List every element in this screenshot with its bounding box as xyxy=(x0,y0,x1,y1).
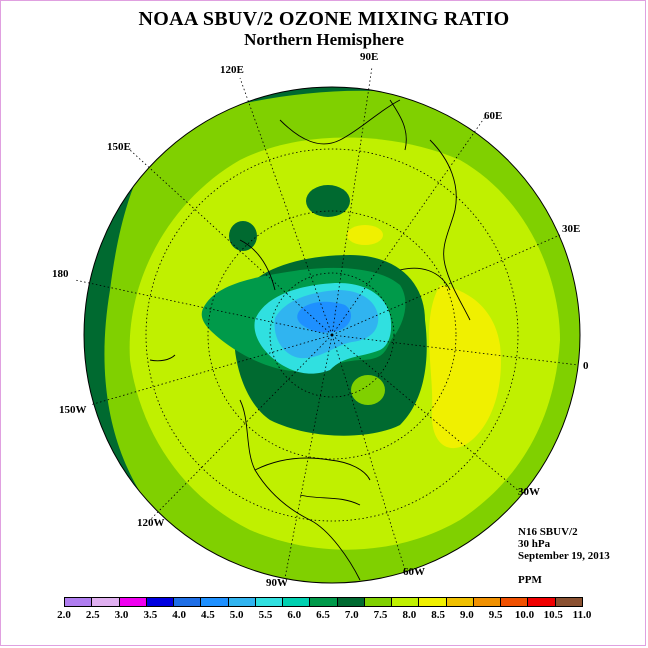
colorbar-label: 4.5 xyxy=(201,609,215,621)
colorbar-label: 3.0 xyxy=(114,609,129,621)
colorbar-box xyxy=(363,597,393,607)
colorbar-box xyxy=(227,597,256,607)
colorbar-label: 9.0 xyxy=(460,609,474,621)
lon-label-120e: 120E xyxy=(220,64,244,76)
colorbar-label: 3.5 xyxy=(143,609,158,621)
map-subtitle: Northern Hemisphere xyxy=(244,30,404,49)
colorbar-box xyxy=(64,597,93,607)
graticule xyxy=(74,66,579,579)
colorbar-box xyxy=(173,597,202,607)
colorbar-label: 7.0 xyxy=(344,609,359,621)
colorbar-box xyxy=(309,597,338,607)
colorbar-label: 10.5 xyxy=(543,609,563,621)
colorbar-label: 8.0 xyxy=(402,609,417,621)
colorbar-box xyxy=(445,597,474,607)
lon-label-60w: 60W xyxy=(403,566,425,578)
lon-label-180: 180 xyxy=(52,268,69,280)
colorbar-box xyxy=(200,597,229,607)
lon-label-0: 0 xyxy=(583,360,589,372)
map-title: NOAA SBUV/2 OZONE MIXING RATIO xyxy=(138,8,510,30)
lon-label-90e: 90E xyxy=(360,51,379,63)
map-boundary xyxy=(83,86,581,584)
date-label: September 19, 2013 xyxy=(518,550,610,562)
colorbar-label: 4.0 xyxy=(172,609,186,621)
field-4.5-5.0 xyxy=(297,301,352,333)
coastlines xyxy=(149,99,471,581)
colorbar-box xyxy=(527,597,556,607)
colorbar-box xyxy=(118,597,147,607)
colorbar-box xyxy=(554,597,583,607)
colorbar-box xyxy=(391,597,420,607)
colorbar-label: 5.0 xyxy=(229,609,244,621)
colorbar-label: 6.5 xyxy=(316,609,330,621)
colorbar-label: 2.5 xyxy=(85,609,100,621)
field-yellow-max xyxy=(429,285,501,449)
colorbar-label: 6.0 xyxy=(287,609,302,621)
colorbar-label: 2.0 xyxy=(57,609,71,621)
colorbar-box xyxy=(145,597,175,607)
colorbar-box xyxy=(254,597,284,607)
colorbar-box xyxy=(282,597,311,607)
colorbar-label: 11.0 xyxy=(572,609,592,621)
lon-label-30w: 30W xyxy=(518,486,540,498)
colorbar-label: 9.5 xyxy=(488,609,503,621)
satellite-label: N16 SBUV/2 xyxy=(518,526,578,538)
level-label: 30 hPa xyxy=(518,538,551,550)
colorbar-box xyxy=(472,597,502,607)
colorbar-box xyxy=(91,597,120,607)
lon-label-30e: 30E xyxy=(562,223,581,235)
colorbar-box xyxy=(336,597,365,607)
units-label: PPM xyxy=(518,574,542,586)
colorbar-label: 7.5 xyxy=(373,609,388,621)
field-yellow-small xyxy=(347,225,383,245)
lon-label-60e: 60E xyxy=(484,110,503,122)
colorbar-label: 10.0 xyxy=(514,609,535,621)
info-block: N16 SBUV/2 30 hPa September 19, 2013 xyxy=(518,526,610,562)
lon-label-150e: 150E xyxy=(107,141,131,153)
lon-label-120w: 120W xyxy=(137,517,165,529)
field-lightgreen-hole xyxy=(351,375,385,405)
lon-label-90w: 90W xyxy=(266,577,288,589)
lon-label-150w: 150W xyxy=(59,404,87,416)
colorbar-box xyxy=(418,597,447,607)
colorbar-label: 8.5 xyxy=(431,609,445,621)
colorbar-label: 5.5 xyxy=(258,609,273,621)
field-darkgreen-blob-2 xyxy=(229,221,257,251)
field-darkgreen-blob xyxy=(306,185,350,217)
colorbar-box xyxy=(500,597,529,607)
